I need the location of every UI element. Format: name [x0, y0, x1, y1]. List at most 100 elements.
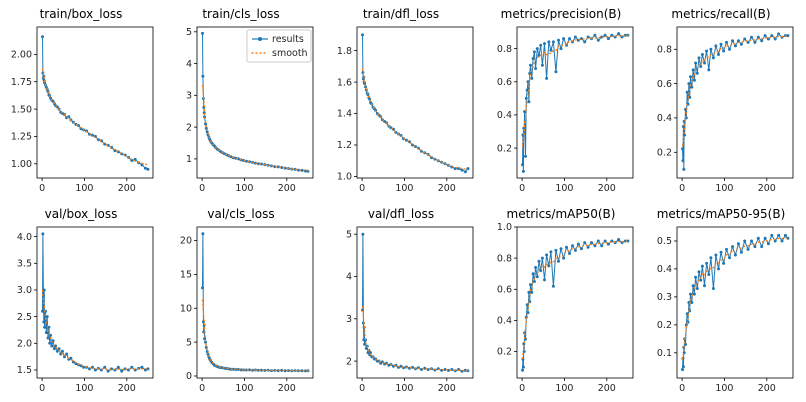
svg-text:200: 200: [278, 383, 296, 394]
svg-text:20: 20: [180, 236, 192, 247]
subplot-val-cls-loss: val/cls_loss 0 5 10 15 20 0 100 200: [165, 206, 317, 396]
subplot-title: metrics/mAP50-95(B): [656, 207, 786, 221]
line-chart-metrics-recall: 0.2 0.4 0.6 0.8 0 100 200: [657, 26, 794, 194]
svg-text:0: 0: [679, 183, 685, 194]
svg-text:0: 0: [39, 383, 45, 394]
svg-text:100: 100: [395, 183, 413, 194]
svg-text:4: 4: [186, 59, 192, 70]
svg-text:1.0: 1.0: [497, 222, 512, 233]
subplot-title: val/cls_loss: [207, 207, 275, 221]
svg-text:0: 0: [359, 183, 365, 194]
svg-text:1.0: 1.0: [337, 172, 352, 183]
svg-text:100: 100: [235, 383, 253, 394]
svg-text:smooth: smooth: [272, 48, 308, 59]
svg-text:200: 200: [758, 183, 776, 194]
svg-text:3: 3: [186, 91, 192, 102]
svg-text:100: 100: [715, 383, 733, 394]
subplot-train-dfl-loss: train/dfl_loss 1.0 1.2 1.4 1.6 1.8 0 100 200: [325, 6, 477, 196]
subplot-title: metrics/precision(B): [500, 7, 622, 21]
svg-text:200: 200: [438, 183, 456, 194]
svg-text:1.50: 1.50: [11, 104, 32, 115]
svg-text:200: 200: [278, 183, 296, 194]
svg-text:200: 200: [598, 183, 616, 194]
svg-text:0.4: 0.4: [657, 264, 672, 275]
svg-text:0.2: 0.2: [657, 320, 672, 331]
svg-text:100: 100: [555, 383, 573, 394]
svg-text:0.4: 0.4: [497, 316, 512, 327]
line-chart-val-box-loss: 1.5 2.0 2.5 3.0 3.5 4.0 0 100 200: [17, 226, 154, 394]
svg-text:15: 15: [180, 270, 192, 281]
svg-text:100: 100: [395, 383, 413, 394]
subplot-metrics-recall: metrics/recall(B) 0.2 0.4 0.6 0.8 0 100 200: [645, 6, 797, 196]
svg-text:1.4: 1.4: [337, 109, 352, 120]
svg-text:100: 100: [715, 183, 733, 194]
subplot-title: metrics/recall(B): [671, 7, 771, 21]
svg-text:0.6: 0.6: [657, 79, 672, 90]
subplot-title: train/cls_loss: [202, 7, 280, 21]
svg-text:0.8: 0.8: [657, 45, 672, 56]
line-chart-val-dfl-loss: 2 3 4 5 0 100 200: [346, 226, 474, 394]
svg-text:0.6: 0.6: [497, 77, 512, 88]
svg-text:0: 0: [199, 383, 205, 394]
svg-text:3.0: 3.0: [17, 285, 32, 296]
svg-text:0.2: 0.2: [497, 143, 512, 154]
line-chart-train-box-loss: 1.00 1.25 1.50 1.75 2.00 0 100 200: [11, 26, 154, 194]
line-chart-metrics-map50-95: 0.1 0.2 0.3 0.4 0.5 0 100 200: [657, 226, 794, 394]
line-chart-train-cls-loss: 1 2 3 4 5 0 100 200 results smooth: [186, 26, 314, 194]
svg-text:1: 1: [186, 154, 192, 165]
svg-text:4: 4: [346, 272, 352, 283]
svg-text:0: 0: [679, 383, 685, 394]
svg-text:200: 200: [758, 383, 776, 394]
svg-text:200: 200: [118, 183, 136, 194]
subplot-train-box-loss: train/box_loss 1.00 1.25 1.50 1.75 2.00 0 100 2…: [5, 6, 157, 196]
line-chart-metrics-precision: 0.2 0.4 0.6 0.8 0 100 200: [497, 26, 634, 194]
svg-text:1.6: 1.6: [337, 77, 352, 88]
svg-text:0.3: 0.3: [657, 292, 672, 303]
svg-text:5: 5: [186, 337, 192, 348]
svg-text:2: 2: [186, 122, 192, 133]
svg-text:0: 0: [199, 183, 205, 194]
svg-text:0: 0: [39, 183, 45, 194]
svg-text:5: 5: [186, 27, 192, 38]
subplot-title: train/box_loss: [39, 7, 123, 21]
subplot-val-dfl-loss: val/dfl_loss 2 3 4 5 0 100 200: [325, 206, 477, 396]
svg-text:1.8: 1.8: [337, 46, 352, 57]
svg-text:100: 100: [555, 183, 573, 194]
svg-text:3.5: 3.5: [17, 259, 32, 270]
svg-text:0: 0: [519, 383, 525, 394]
subplot-title: metrics/mAP50(B): [506, 207, 616, 221]
subplot-metrics-precision: metrics/precision(B) 0.2 0.4 0.6 0.8 0 100 200: [485, 6, 637, 196]
svg-text:0.6: 0.6: [497, 285, 512, 296]
subplot-metrics-map50: metrics/mAP50(B) 0.2 0.4 0.6 0.8 1.0 0 100 200: [485, 206, 637, 396]
svg-text:2.0: 2.0: [17, 339, 32, 350]
svg-text:1.5: 1.5: [17, 365, 32, 376]
svg-text:0.4: 0.4: [657, 113, 672, 124]
svg-text:0.8: 0.8: [497, 253, 512, 264]
line-chart-train-dfl-loss: 1.0 1.2 1.4 1.6 1.8 0 100 200: [337, 26, 474, 194]
svg-text:1.00: 1.00: [11, 159, 32, 170]
svg-text:2.5: 2.5: [17, 312, 32, 323]
svg-text:2.00: 2.00: [11, 50, 32, 61]
svg-text:4.0: 4.0: [17, 232, 32, 243]
svg-text:10: 10: [180, 304, 192, 315]
legend: results smooth: [246, 29, 312, 63]
subplot-metrics-map50-95: metrics/mAP50-95(B) 0.1 0.2 0.3 0.4 0.5 0 100 2…: [645, 206, 797, 396]
subplot-title: train/dfl_loss: [362, 7, 440, 21]
svg-text:100: 100: [75, 383, 93, 394]
subplot-train-cls-loss: train/cls_loss 1 2 3 4 5 0 100 200 results smooth: [165, 6, 317, 196]
svg-text:2: 2: [346, 356, 352, 367]
svg-text:3: 3: [346, 314, 352, 325]
svg-text:1.25: 1.25: [11, 132, 32, 143]
line-chart-metrics-map50: 0.2 0.4 0.6 0.8 1.0 0 100 200: [497, 222, 634, 394]
subplot-val-box-loss: val/box_loss 1.5 2.0 2.5 3.0 3.5 4.0 0 100 200: [5, 206, 157, 396]
svg-text:0.1: 0.1: [657, 348, 672, 359]
svg-text:5: 5: [346, 229, 352, 240]
svg-text:0.2: 0.2: [657, 148, 672, 159]
svg-text:200: 200: [438, 383, 456, 394]
svg-text:0.8: 0.8: [497, 44, 512, 55]
subplot-title: val/box_loss: [44, 207, 118, 221]
svg-text:0: 0: [359, 383, 365, 394]
svg-text:200: 200: [118, 383, 136, 394]
